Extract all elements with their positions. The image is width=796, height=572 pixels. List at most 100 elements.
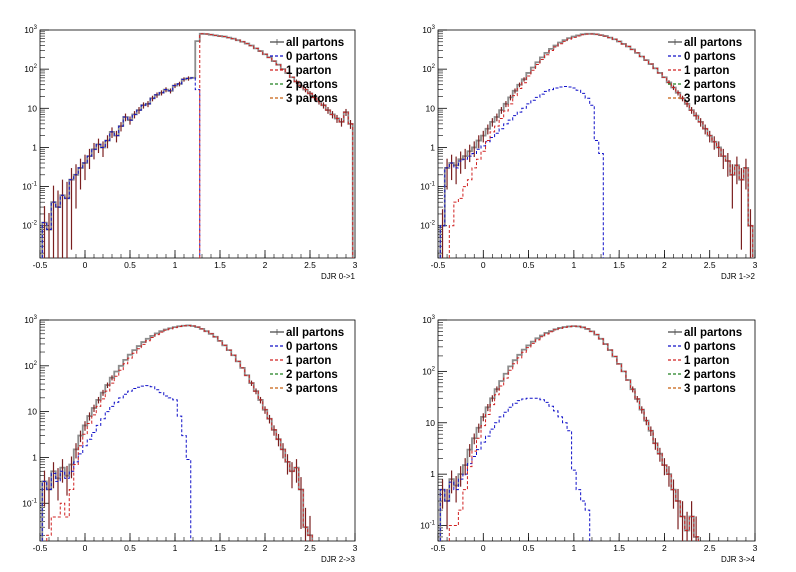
x-tick-label: 1: [173, 260, 178, 270]
x-tick-label: 0.5: [523, 260, 535, 270]
x-axis-label: DJR 2->3: [321, 555, 356, 564]
y-tick-label: 1: [430, 469, 435, 479]
x-tick-label: 3: [753, 260, 758, 270]
legend-label: 1 parton: [684, 65, 729, 77]
legend-label: 0 partons: [286, 51, 338, 63]
x-tick-label: 0: [481, 543, 486, 553]
legend-label: all partons: [286, 37, 344, 49]
y-tick-label: 1: [32, 452, 37, 462]
x-axis: -0.5 0 0.5 1 1.5 2 2.5 3: [431, 533, 758, 553]
y-tick-label: 102: [24, 64, 37, 74]
y-axis: 10-1 1 10 102 103: [420, 315, 447, 542]
x-tick-label: 2.5: [704, 260, 716, 270]
series-1-parton: [448, 33, 754, 258]
y-tick-label: 10-2: [420, 221, 435, 231]
x-tick-label: 3: [753, 543, 758, 553]
legend-label: 3 partons: [684, 383, 736, 395]
y-axis: 10-2 10-1 1 10 102 103: [420, 25, 447, 254]
x-tick-label: -0.5: [33, 543, 48, 553]
legend-label: 2 partons: [684, 79, 736, 91]
plot-frame: [39, 319, 356, 542]
series-all-partons: [41, 32, 354, 258]
x-axis-label: DJR 1->2: [721, 272, 756, 281]
x-tick-label: 2.5: [304, 260, 316, 270]
series-0-partons: [439, 397, 591, 541]
x-axis: -0.5 0 0.5 1 1.5 2 2.5 3: [33, 250, 358, 270]
series-0-partons: [41, 385, 192, 541]
legend-label: 3 partons: [286, 93, 338, 105]
legend-label: 2 partons: [286, 369, 338, 381]
y-axis: 10-1 1 10 102 103: [22, 315, 49, 536]
legend: all partons 0 partons 1 parton 2 partons 3 p…: [668, 37, 742, 105]
legend-label: 3 partons: [286, 383, 338, 395]
histogram-panel-2: -0.5 0 0.5 1 1.5 2 2.5 3 DJR 1->2 10-2 10-1 1 10 102 1…: [420, 25, 757, 281]
legend-label: 0 partons: [286, 341, 338, 353]
x-axis: -0.5 0 0.5 1 1.5 2 2.5 3: [431, 250, 758, 270]
y-tick-label: 10: [28, 407, 38, 417]
x-tick-label: 2: [263, 260, 268, 270]
y-tick-label: 10: [426, 103, 436, 113]
series-all-partons: [41, 324, 314, 541]
histogram-panel-4: -0.5 0 0.5 1 1.5 2 2.5 3 DJR 3->4 10-1 1 10 102 103 al…: [420, 315, 757, 564]
y-tick-label: 10: [28, 103, 38, 113]
x-tick-label: 2.5: [704, 543, 716, 553]
legend-label: 1 parton: [286, 355, 331, 367]
legend-label: 0 partons: [684, 51, 736, 63]
x-tick-label: 1: [571, 543, 576, 553]
y-tick-label: 103: [24, 25, 37, 35]
x-tick-label: -0.5: [33, 260, 48, 270]
x-tick-label: 0: [83, 260, 88, 270]
y-tick-label: 10: [426, 418, 436, 428]
legend-label: 1 parton: [286, 65, 331, 77]
plot-frame: [437, 29, 756, 259]
y-tick-label: 1: [32, 142, 37, 152]
series-0-partons: [41, 77, 201, 258]
x-tick-label: 1.5: [214, 260, 226, 270]
x-tick-label: 2: [263, 543, 268, 553]
y-tick-label: 102: [422, 64, 435, 74]
x-tick-label: 1.5: [613, 260, 625, 270]
x-axis: -0.5 0 0.5 1 1.5 2 2.5 3: [33, 533, 358, 553]
x-axis-label: DJR 3->4: [721, 555, 756, 564]
x-tick-label: 0.5: [124, 543, 136, 553]
series-1-parton: [199, 33, 354, 258]
legend-label: all partons: [286, 327, 344, 339]
y-tick-label: 10-1: [22, 182, 37, 192]
series-1-parton: [46, 324, 313, 541]
legend-label: 3 partons: [684, 93, 736, 105]
y-tick-label: 103: [422, 315, 435, 325]
x-tick-label: 3: [353, 543, 358, 553]
y-tick-label: 10-1: [22, 498, 37, 508]
x-tick-label: 0: [481, 260, 486, 270]
x-tick-label: 2: [662, 543, 667, 553]
x-tick-label: 2.5: [304, 543, 316, 553]
legend-label: 0 partons: [684, 341, 736, 353]
plot-frame: [39, 29, 356, 259]
y-tick-label: 10-1: [420, 182, 435, 192]
series-0-partons: [439, 86, 604, 258]
y-tick-label: 1: [430, 142, 435, 152]
legend: all partons 0 partons 1 parton 2 partons 3 p…: [270, 327, 344, 395]
y-tick-label: 103: [24, 315, 37, 325]
x-tick-label: 1.5: [613, 543, 625, 553]
histogram-panel-1: -0.5 0 0.5 1 1.5 2 2.5 3 DJR 0->1 10-2 10-1 1 10 102 1…: [22, 25, 357, 281]
x-tick-label: -0.5: [431, 260, 446, 270]
x-tick-label: 3: [353, 260, 358, 270]
y-tick-label: 102: [422, 366, 435, 376]
legend-label: 2 partons: [286, 79, 338, 91]
x-axis-label: DJR 0->1: [321, 272, 356, 281]
y-tick-label: 10-1: [420, 521, 435, 531]
x-tick-label: 2: [662, 260, 667, 270]
plot-frame: [437, 319, 756, 542]
x-tick-label: 0.5: [124, 260, 136, 270]
x-tick-label: 1: [571, 260, 576, 270]
y-tick-label: 102: [24, 361, 37, 371]
series-1-parton: [448, 325, 699, 541]
y-tick-label: 10-2: [22, 221, 37, 231]
x-tick-label: 1.5: [214, 543, 226, 553]
legend-label: all partons: [684, 327, 742, 339]
x-tick-label: 1: [173, 543, 178, 553]
legend-label: 1 parton: [684, 355, 729, 367]
legend-label: 2 partons: [684, 369, 736, 381]
